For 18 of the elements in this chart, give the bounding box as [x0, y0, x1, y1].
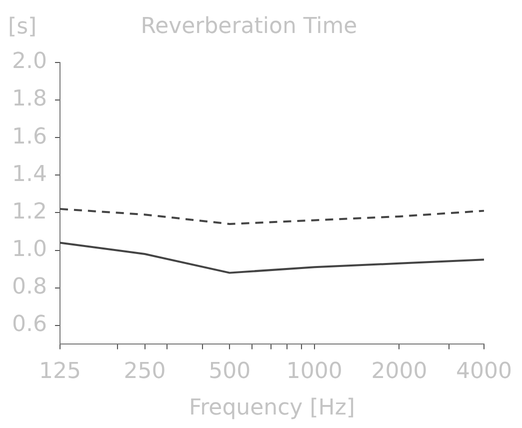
x-tick-label: 1000	[286, 359, 342, 384]
x-tick-label: 125	[38, 359, 81, 384]
y-tick-label: 1.2	[12, 199, 47, 224]
y-tick-label: 1.4	[12, 162, 47, 187]
y-tick-label: 0.6	[12, 312, 47, 338]
x-tick-label: 4000	[456, 359, 512, 384]
x-tick-label: 2000	[371, 359, 428, 384]
y-tick-label: 0.8	[12, 274, 47, 300]
y-tick-label: 2.0	[12, 49, 47, 74]
x-axis-title: Frequency [Hz]	[189, 396, 355, 421]
y-tick-label: 1.6	[12, 124, 47, 150]
x-tick-label: 500	[208, 359, 251, 384]
line-series	[60, 208, 484, 225]
x-tick-label: 250	[124, 359, 166, 384]
y-tick-label: 1.8	[12, 86, 47, 112]
chart-title: Reverberation Time	[140, 14, 358, 39]
y-axis-title: [s]	[8, 14, 37, 40]
y-tick-label: 1.0	[12, 236, 47, 262]
